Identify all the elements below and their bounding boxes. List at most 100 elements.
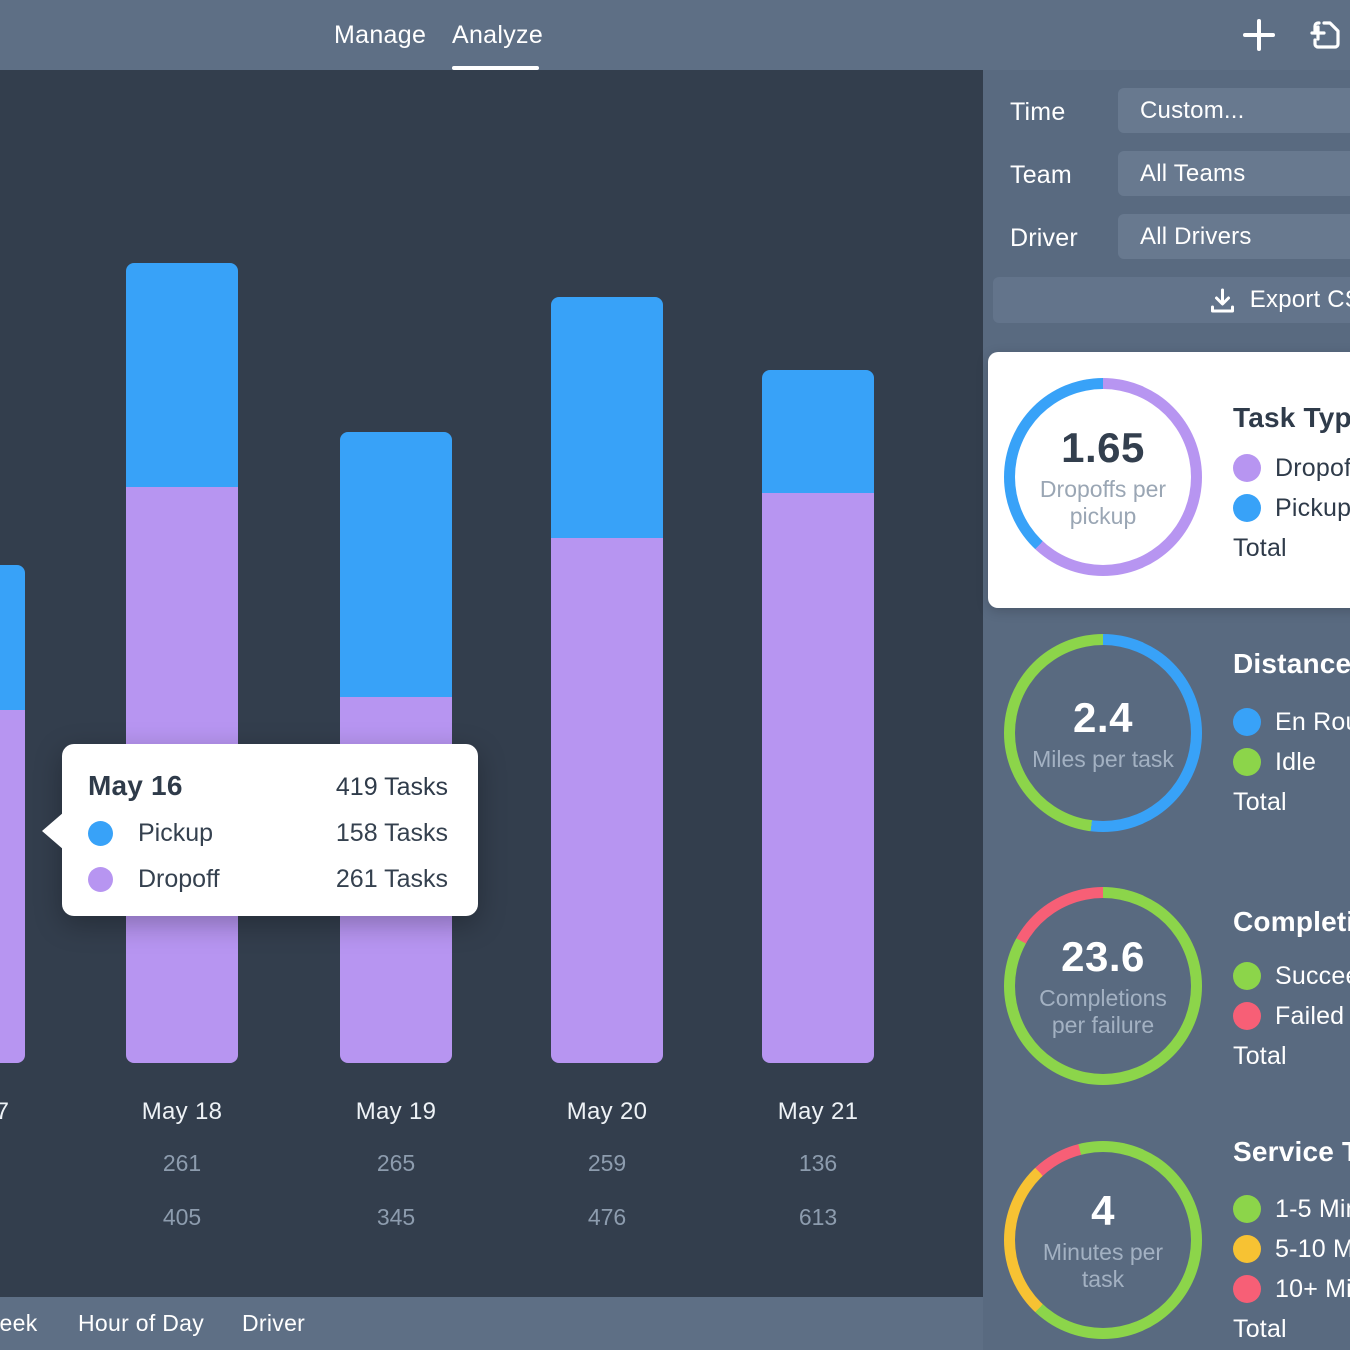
task-type-legend: Dropoff Pickup Total bbox=[1233, 448, 1350, 568]
top-navigation-bar: Manage Analyze bbox=[0, 0, 1350, 70]
tooltip-arrow bbox=[42, 812, 64, 850]
completion-legend: Succeeded Failed Total bbox=[1233, 956, 1350, 1076]
idle-dot-icon bbox=[1233, 748, 1261, 776]
team-filter-select[interactable]: All Teams bbox=[1118, 151, 1350, 196]
time-filter-label: Time bbox=[1010, 98, 1066, 126]
kpi-title-completion: Completion bbox=[1233, 906, 1350, 937]
time-filter-select[interactable]: Custom... bbox=[1118, 88, 1350, 133]
add-task-box-icon[interactable] bbox=[1308, 17, 1344, 53]
driver-filter-select[interactable]: All Drivers bbox=[1118, 214, 1350, 259]
dropoff-count: 476 bbox=[587, 1204, 627, 1230]
ten-plus-min-dot-icon bbox=[1233, 1275, 1261, 1303]
tab-analyze[interactable]: Analyze bbox=[452, 20, 544, 49]
x-axis-label: May 21 bbox=[777, 1098, 859, 1125]
legend-total-label: Total bbox=[1233, 533, 1287, 562]
tab-manage[interactable]: Manage bbox=[334, 20, 427, 49]
dropoff-segment bbox=[551, 538, 663, 1063]
tab-day-of-week[interactable]: Day of Week bbox=[0, 1310, 38, 1336]
kpi-sublabel: Miles per task bbox=[1032, 745, 1174, 772]
tab-driver[interactable]: Driver bbox=[242, 1310, 306, 1336]
download-icon bbox=[1210, 288, 1234, 312]
kpi-value: 23.6 bbox=[1061, 933, 1145, 980]
x-axis-column: May 17 bbox=[0, 1098, 69, 1153]
pickup-dot-icon bbox=[1233, 494, 1261, 522]
chart-tooltip: May 16 419 Tasks Pickup 158 Tasks Dropof… bbox=[42, 744, 478, 916]
pickup-count: 265 bbox=[376, 1150, 416, 1176]
pickup-count: 259 bbox=[587, 1150, 627, 1176]
en-route-dot-icon bbox=[1233, 708, 1261, 736]
kpi-sublabel: Minutes per task bbox=[1042, 1239, 1164, 1292]
kpi-value: 4 bbox=[1091, 1187, 1115, 1234]
bar-may-20[interactable] bbox=[551, 297, 663, 1063]
x-axis-column: May 19 265 345 bbox=[296, 1098, 496, 1231]
pickup-count: 136 bbox=[798, 1150, 838, 1176]
tooltip-date: May 16 bbox=[88, 770, 183, 801]
dropoff-count: 405 bbox=[162, 1204, 202, 1230]
x-axis-column: May 20 259 476 bbox=[507, 1098, 707, 1231]
tooltip-total-tasks: 419 Tasks bbox=[335, 773, 448, 801]
pickup-segment bbox=[551, 297, 663, 538]
legend-label: 10+ Minutes bbox=[1275, 1274, 1350, 1303]
bar-may-18[interactable] bbox=[126, 263, 238, 1063]
kpi-value: 2.4 bbox=[1073, 693, 1133, 741]
driver-filter-label: Driver bbox=[1010, 224, 1078, 252]
kpi-title-service-time: Service Time bbox=[1233, 1136, 1350, 1167]
pickup-segment bbox=[340, 432, 452, 697]
active-tab-underline bbox=[452, 66, 539, 70]
kpi-value: 1.65 bbox=[1061, 424, 1145, 471]
export-button-label: Export CSV bbox=[1249, 286, 1350, 313]
dropoff-count: 345 bbox=[376, 1204, 416, 1230]
x-axis-label: May 20 bbox=[566, 1098, 648, 1125]
pickup-segment bbox=[126, 263, 238, 487]
task-type-ring: 1.65 Dropoffs per pickup bbox=[1004, 378, 1202, 576]
completion-ring[interactable]: 23.6 Completions per failure bbox=[1004, 887, 1202, 1085]
legend-total-label: Total bbox=[1233, 1314, 1287, 1343]
export-csv-button[interactable]: Export CSV bbox=[993, 277, 1350, 323]
failed-dot-icon bbox=[1233, 1002, 1261, 1030]
distance-ring[interactable]: 2.4 Miles per task bbox=[1004, 634, 1202, 832]
dropoff-dot-icon bbox=[88, 867, 113, 892]
legend-label: 1-5 Minutes bbox=[1275, 1194, 1350, 1223]
one-to-five-min-dot-icon bbox=[1233, 1195, 1261, 1223]
chart-view-tabbar: Day of Week Hour of Day Driver bbox=[0, 1297, 983, 1350]
service-time-ring[interactable]: 4 Minutes per task bbox=[1004, 1141, 1202, 1339]
legend-label: Idle bbox=[1275, 747, 1317, 776]
pickup-dot-icon bbox=[88, 821, 113, 846]
legend-label: 5-10 Minutes bbox=[1275, 1234, 1350, 1263]
tooltip-row-label: Pickup bbox=[138, 819, 214, 847]
bar-may-17[interactable] bbox=[0, 565, 25, 1063]
bar-may-21[interactable] bbox=[762, 370, 874, 1063]
kpi-title-distance: Distance bbox=[1233, 648, 1350, 679]
dropoff-count: 613 bbox=[798, 1204, 838, 1230]
legend-label: Succeeded bbox=[1275, 961, 1350, 990]
five-to-ten-min-dot-icon bbox=[1233, 1235, 1261, 1263]
kpi-sublabel: Dropoffs per pickup bbox=[1039, 476, 1167, 529]
x-axis-label: May 17 bbox=[0, 1098, 10, 1125]
x-axis-label: May 18 bbox=[141, 1098, 223, 1125]
plus-icon[interactable] bbox=[1241, 17, 1277, 53]
tooltip-row-value: 261 Tasks bbox=[335, 865, 448, 893]
kpi-title-task-type: Task Type bbox=[1233, 402, 1350, 433]
legend-label: Pickup bbox=[1275, 493, 1350, 522]
x-axis-label: May 19 bbox=[355, 1098, 437, 1125]
dropoff-dot-icon bbox=[1233, 454, 1261, 482]
team-filter-label: Team bbox=[1010, 161, 1072, 189]
x-axis-column: May 18 261 405 bbox=[82, 1098, 282, 1231]
x-axis-column: May 21 136 613 bbox=[718, 1098, 918, 1231]
dropoff-segment bbox=[0, 710, 25, 1063]
service-time-legend: 1-5 Minutes 5-10 Minutes 10+ Minutes Tot… bbox=[1233, 1189, 1350, 1349]
tooltip-row-value: 158 Tasks bbox=[335, 819, 448, 847]
legend-total-label: Total bbox=[1233, 787, 1287, 816]
pickup-segment bbox=[762, 370, 874, 493]
stacked-bar-chart: May 17 May 18 261 405 May 19 265 345 May… bbox=[0, 70, 983, 1297]
pickup-count: 261 bbox=[162, 1150, 202, 1176]
legend-total-label: Total bbox=[1233, 1041, 1287, 1070]
kpi-sublabel: Completions per failure bbox=[1039, 985, 1167, 1038]
legend-label: Failed bbox=[1275, 1001, 1345, 1030]
legend-label: Dropoff bbox=[1275, 453, 1350, 482]
tooltip-row-label: Dropoff bbox=[138, 865, 220, 893]
tab-hour-of-day[interactable]: Hour of Day bbox=[78, 1310, 205, 1336]
distance-legend: En Route Idle Total bbox=[1233, 702, 1350, 822]
dropoff-segment bbox=[762, 493, 874, 1063]
